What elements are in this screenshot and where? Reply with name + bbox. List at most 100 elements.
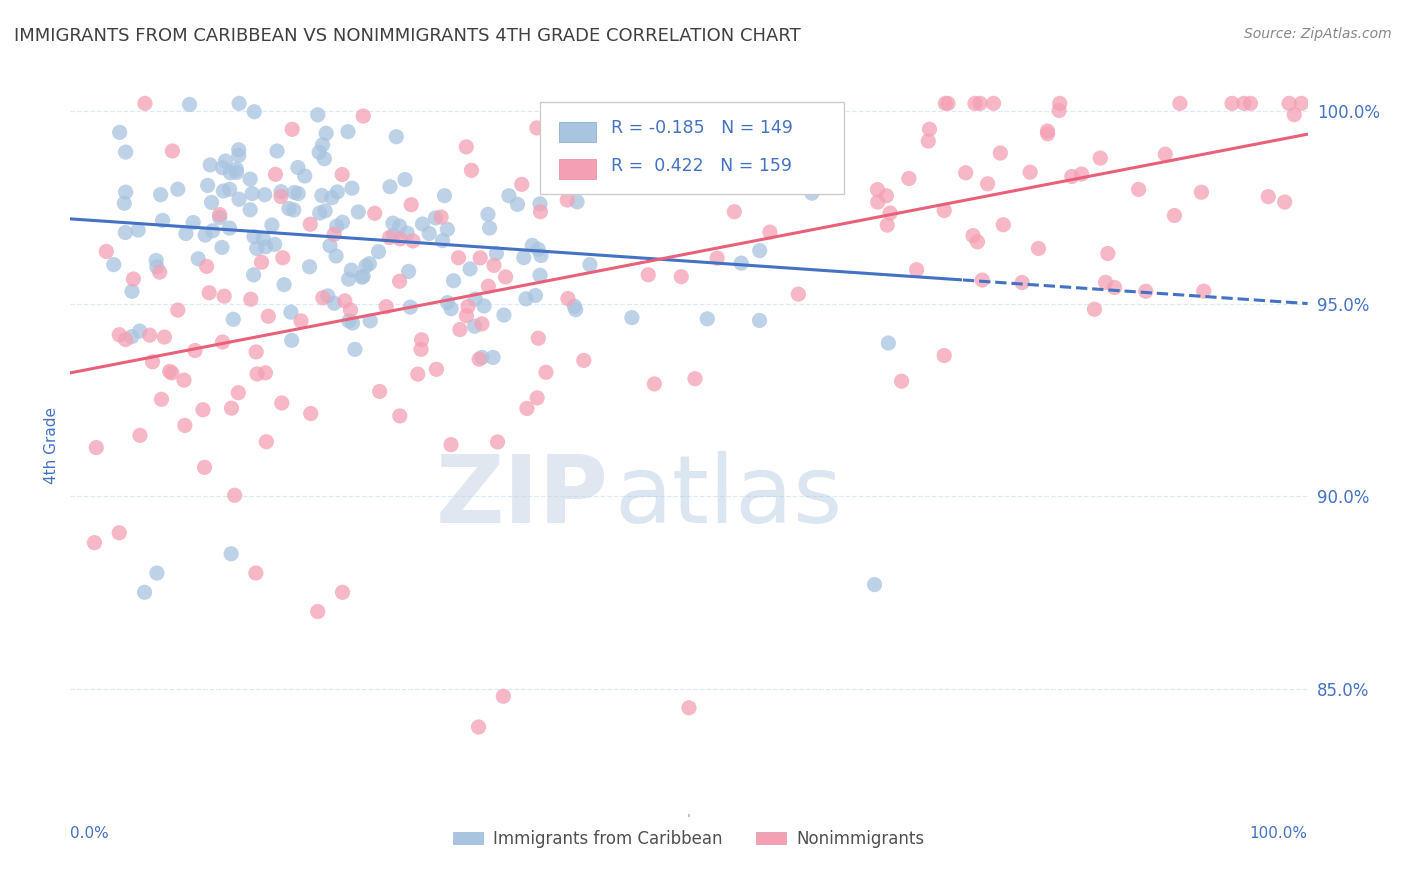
Point: [294, 169, 316, 183]
Point: [243, 229, 266, 244]
Point: [683, 372, 706, 386]
Point: [315, 126, 337, 140]
Point: [352, 109, 374, 123]
Point: [1083, 302, 1105, 317]
Text: R = -0.185   N = 149: R = -0.185 N = 149: [612, 119, 793, 136]
Point: [530, 248, 553, 262]
Point: [557, 292, 579, 306]
Point: [564, 302, 586, 317]
Point: [316, 289, 339, 303]
Point: [963, 96, 986, 111]
Point: [333, 293, 356, 308]
Point: [385, 129, 408, 144]
Point: [425, 211, 447, 225]
Point: [797, 112, 820, 127]
Point: [671, 269, 693, 284]
Point: [482, 351, 505, 365]
Point: [254, 240, 277, 254]
Point: [273, 277, 295, 292]
Point: [311, 137, 333, 152]
Point: [208, 211, 231, 225]
Point: [332, 215, 354, 229]
Point: [225, 165, 247, 179]
Point: [121, 285, 143, 299]
Point: [96, 244, 118, 259]
Point: [114, 226, 136, 240]
Point: [1192, 284, 1215, 298]
Point: [211, 161, 233, 175]
Point: [510, 178, 533, 192]
Point: [299, 217, 322, 231]
Point: [876, 218, 898, 232]
Point: [340, 181, 363, 195]
Point: [134, 585, 156, 599]
Point: [283, 186, 305, 200]
Point: [394, 172, 416, 186]
Point: [918, 122, 941, 136]
Point: [212, 289, 235, 303]
Point: [988, 146, 1011, 161]
Point: [254, 434, 277, 449]
Point: [152, 213, 174, 227]
Point: [492, 690, 515, 704]
Point: [527, 242, 550, 256]
Point: [1128, 182, 1150, 196]
Point: [460, 163, 482, 178]
Point: [905, 262, 928, 277]
Point: [456, 309, 478, 323]
Point: [1047, 103, 1070, 118]
Point: [354, 259, 377, 273]
Point: [323, 227, 346, 242]
Point: [150, 392, 173, 407]
Point: [246, 367, 269, 381]
Text: 0.0%: 0.0%: [70, 826, 110, 841]
Point: [1278, 96, 1301, 111]
Point: [464, 292, 486, 306]
Point: [529, 204, 551, 219]
Point: [551, 136, 574, 151]
Point: [191, 402, 214, 417]
Point: [467, 720, 489, 734]
Point: [201, 224, 224, 238]
Point: [1233, 96, 1256, 111]
Point: [495, 269, 517, 284]
Y-axis label: 4th Grade: 4th Grade: [44, 408, 59, 484]
Point: [112, 196, 135, 211]
Point: [425, 362, 447, 376]
Point: [208, 208, 231, 222]
Point: [224, 488, 246, 502]
Point: [311, 188, 333, 202]
Point: [211, 240, 233, 254]
Point: [515, 292, 537, 306]
Legend: Immigrants from Caribbean, Nonimmigrants: Immigrants from Caribbean, Nonimmigrants: [447, 823, 931, 855]
Point: [399, 198, 422, 212]
Point: [194, 228, 217, 243]
Bar: [560, 122, 596, 143]
Point: [340, 263, 363, 277]
Point: [260, 218, 283, 232]
Point: [396, 226, 419, 240]
Point: [141, 355, 163, 369]
Point: [398, 264, 420, 278]
Point: [359, 257, 381, 271]
Point: [430, 210, 453, 224]
Point: [146, 566, 169, 580]
Point: [307, 605, 329, 619]
Point: [1284, 108, 1306, 122]
Point: [748, 313, 770, 327]
Point: [343, 343, 366, 357]
Point: [411, 333, 433, 347]
Point: [240, 186, 263, 201]
Point: [657, 145, 679, 159]
Point: [299, 407, 322, 421]
Point: [298, 260, 321, 274]
Point: [245, 345, 267, 359]
Point: [579, 258, 602, 272]
Point: [562, 169, 585, 184]
Point: [283, 202, 305, 217]
Point: [890, 374, 912, 388]
Point: [456, 140, 478, 154]
Point: [228, 96, 250, 111]
Point: [254, 366, 277, 380]
Point: [917, 134, 939, 148]
